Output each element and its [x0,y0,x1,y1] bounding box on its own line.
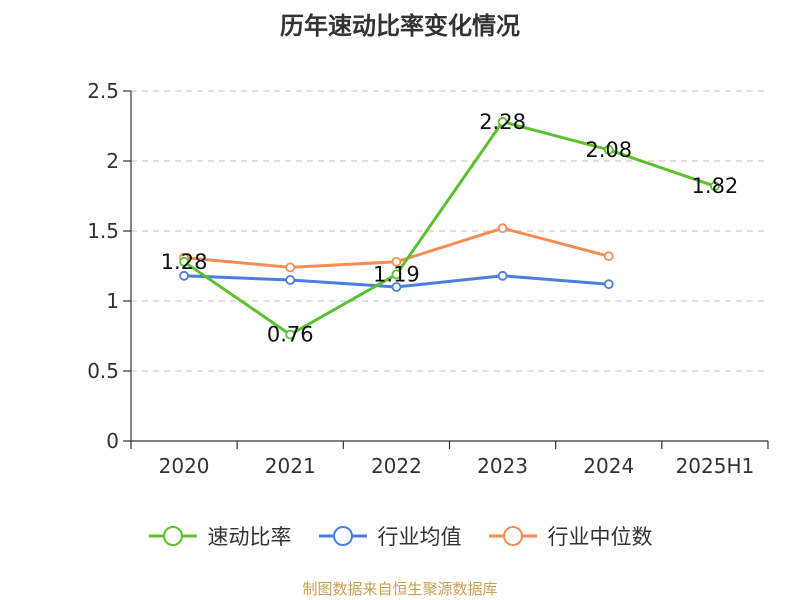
legend-label: 行业均值 [377,525,462,549]
y-tick-label: 2.5 [87,79,119,103]
x-tick-label: 2020 [159,454,210,478]
x-tick-label: 2022 [371,454,422,478]
data-labels: 1.28 0.76 1.19 2.28 2.08 1.82 [161,110,739,347]
y-tick-label: 2 [106,149,119,173]
axes: 0 0.5 1 1.5 2 2.5 2020 2021 2022 2023 2024 2025H1 [87,79,769,478]
data-point [710,181,720,192]
data-point [391,256,402,267]
data-point [285,329,296,340]
grid-lines [131,90,768,372]
data-point [497,116,508,127]
legend-line-circle-icon [488,526,537,546]
data-label: 2.08 [585,138,632,162]
x-tick-label: 2024 [583,454,634,478]
series-lines [179,116,720,340]
x-tick-label: 2025H1 [676,454,755,478]
x-tick-label: 2021 [265,454,316,478]
data-point [391,269,402,280]
legend-line-circle-icon [318,526,367,546]
legend-item[interactable]: 速动比率 [148,521,292,551]
source-note: 制图数据来自恒生聚源数据库 [302,580,498,598]
data-point [179,270,189,281]
y-tick-label: 1.5 [87,219,119,243]
legend-item[interactable]: 行业中位数 [488,521,653,551]
data-label: 2.28 [479,110,526,134]
legend-item[interactable]: 行业均值 [318,521,462,551]
data-point [285,262,296,273]
chart-title: 历年速动比率变化情况 [280,12,520,40]
data-point [285,275,296,285]
data-label: 1.28 [161,250,208,274]
data-point [603,279,614,290]
y-tick-label: 1 [106,289,119,313]
series-line [183,120,716,337]
y-tick-label: 0 [106,429,119,453]
data-label: 1.82 [692,174,739,198]
data-label: 0.76 [267,323,314,347]
data-point [603,251,614,262]
x-tick-label: 2023 [477,454,528,478]
data-point [391,282,402,292]
legend: 速动比率 行业均值 行业中位数 [0,521,800,551]
data-label: 1.19 [373,262,420,286]
y-tick-label: 0.5 [87,359,119,383]
data-point [497,223,508,234]
legend-label: 行业中位数 [547,525,653,549]
legend-label: 速动比率 [207,525,292,549]
data-point [497,270,508,281]
legend-line-circle-icon [148,526,197,546]
data-point [603,144,614,155]
data-point [179,256,189,267]
